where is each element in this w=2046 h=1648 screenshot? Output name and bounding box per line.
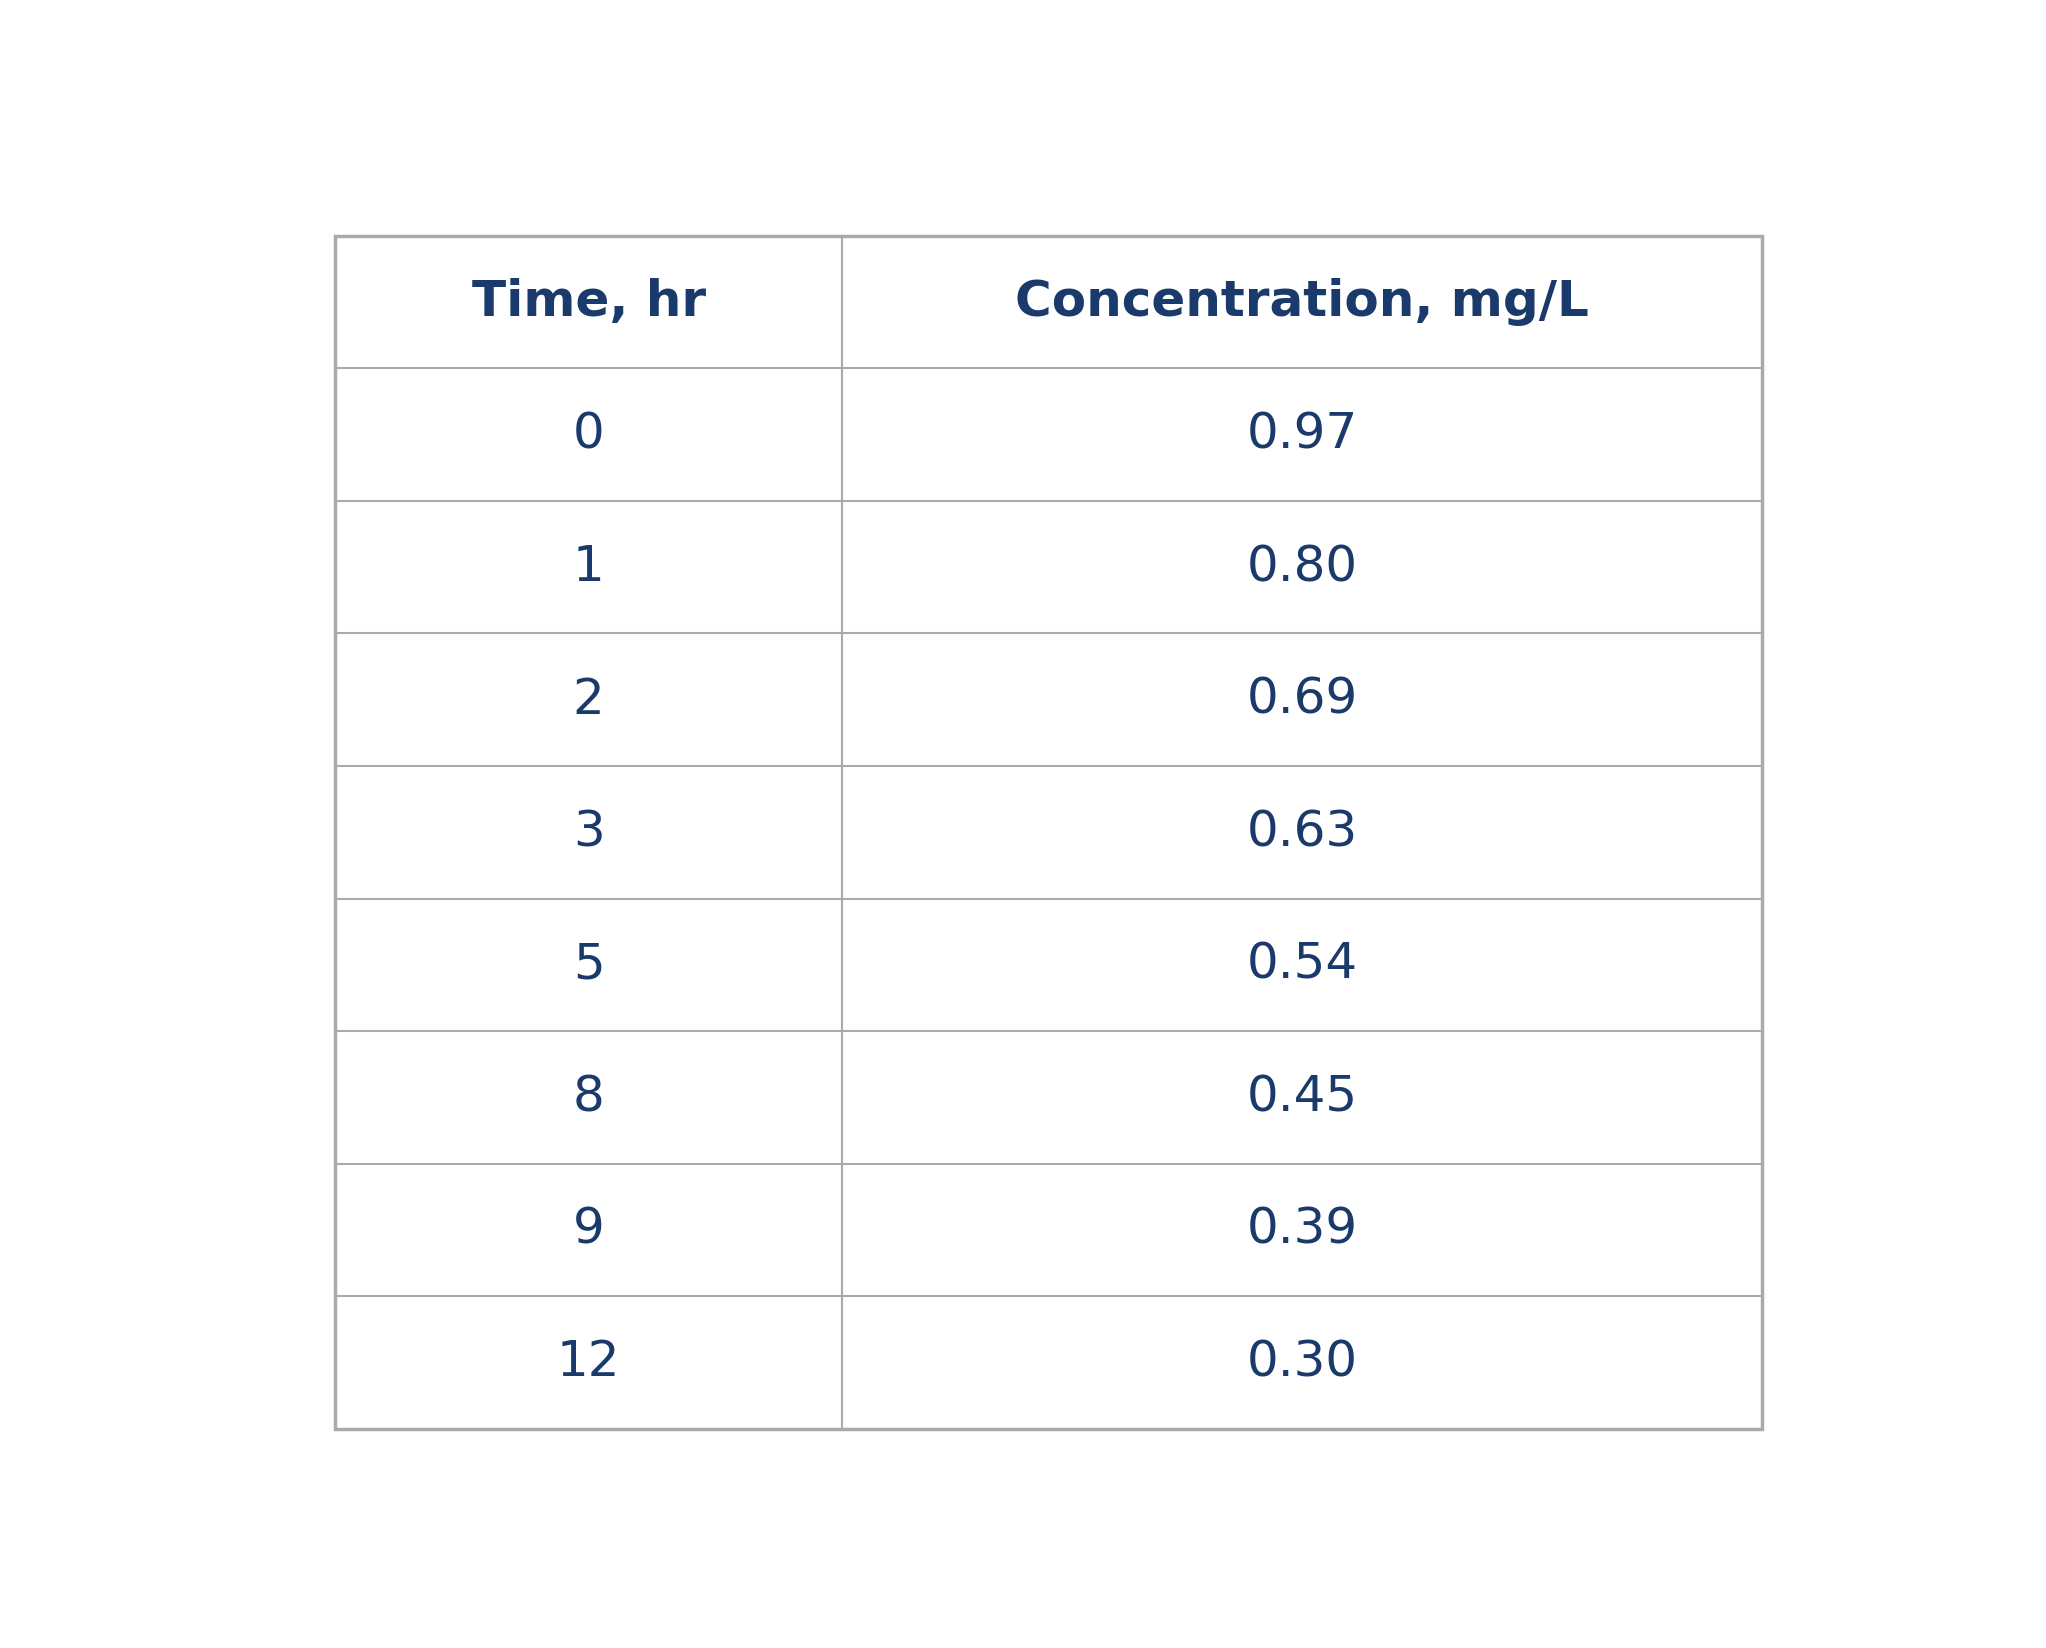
Text: 3: 3 <box>573 808 606 857</box>
Text: 0.39: 0.39 <box>1246 1206 1359 1254</box>
Text: 0.30: 0.30 <box>1246 1338 1359 1386</box>
Text: Concentration, mg/L: Concentration, mg/L <box>1015 279 1590 326</box>
Text: 0.63: 0.63 <box>1246 808 1359 857</box>
Text: 0.54: 0.54 <box>1246 941 1359 989</box>
Bar <box>336 236 1762 1429</box>
Text: 0.80: 0.80 <box>1246 544 1359 592</box>
Text: Time, hr: Time, hr <box>473 279 706 326</box>
Text: 1: 1 <box>573 544 606 592</box>
Text: 8: 8 <box>573 1073 606 1121</box>
Text: 5: 5 <box>573 941 606 989</box>
Text: 0: 0 <box>573 410 606 458</box>
Text: 9: 9 <box>573 1206 606 1254</box>
Text: 0.45: 0.45 <box>1246 1073 1359 1121</box>
Text: 12: 12 <box>557 1338 620 1386</box>
Text: 0.97: 0.97 <box>1246 410 1359 458</box>
Text: 2: 2 <box>573 676 606 723</box>
Text: 0.69: 0.69 <box>1246 676 1359 723</box>
